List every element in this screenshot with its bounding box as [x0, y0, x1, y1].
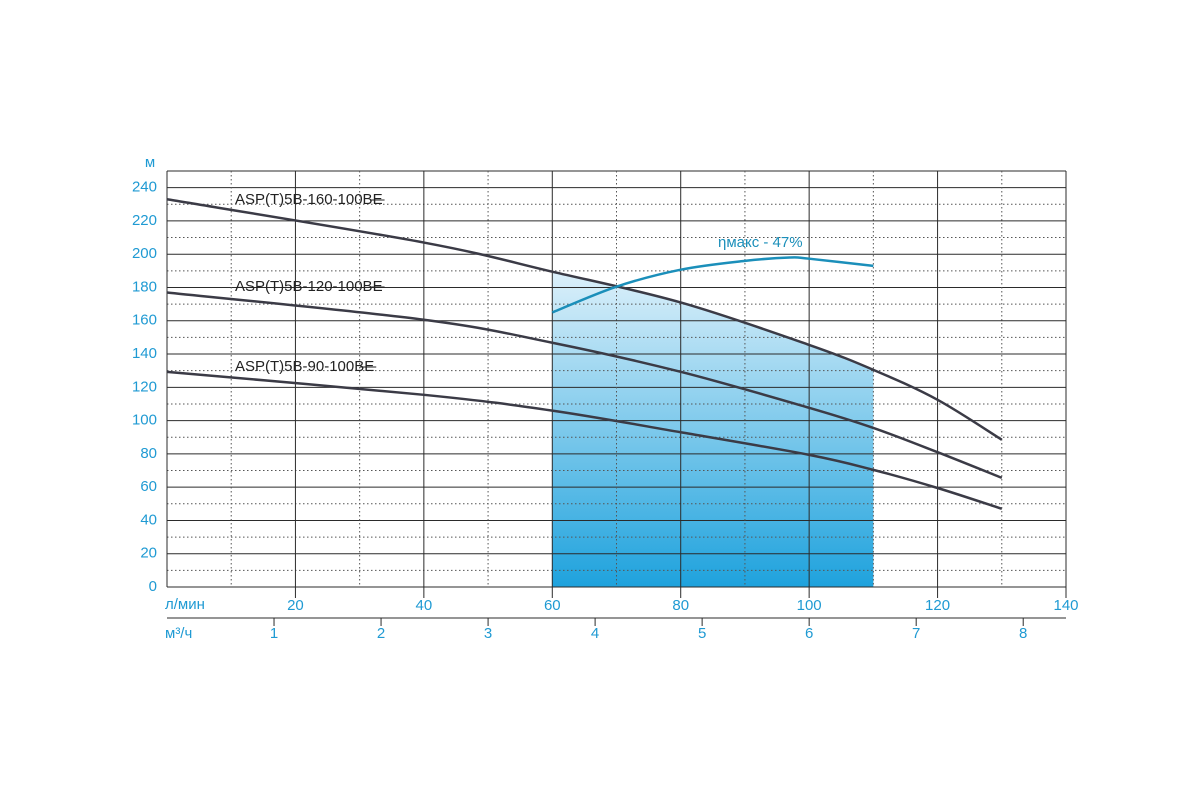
efficiency-annotation: ηмакс - 47%: [718, 234, 803, 251]
y-tick-label: 20: [140, 545, 157, 562]
y-tick-label: 140: [132, 345, 157, 362]
x-tick-label: 80: [672, 597, 689, 614]
x2-tick-label: 6: [805, 625, 813, 642]
x-axis-label: л/мин: [165, 596, 205, 613]
x-tick-label: 20: [287, 597, 304, 614]
y-tick-label: 80: [140, 445, 157, 462]
x2-tick-label: 7: [912, 625, 920, 642]
x2-tick-label: 4: [591, 625, 599, 642]
y-tick-label: 0: [149, 578, 157, 595]
x-tick-label: 40: [416, 597, 433, 614]
y-tick-label: 60: [140, 478, 157, 495]
x-tick-label: 140: [1053, 597, 1078, 614]
x2-tick-label: 1: [270, 625, 278, 642]
curve-label: ASP(T)5B-160-100BE: [235, 191, 383, 208]
x2-tick-label: 8: [1019, 625, 1027, 642]
y-tick-label: 40: [140, 511, 157, 528]
y-tick-label: 240: [132, 179, 157, 196]
y-tick-label: 100: [132, 412, 157, 429]
x-tick-label: 120: [925, 597, 950, 614]
x2-tick-label: 3: [484, 625, 492, 642]
y-axis-label: м: [145, 154, 155, 171]
x-tick-label: 100: [797, 597, 822, 614]
x2-tick-label: 5: [698, 625, 706, 642]
x2-axis-label: м³/ч: [165, 625, 192, 642]
y-tick-label: 160: [132, 312, 157, 329]
y-tick-label: 200: [132, 245, 157, 262]
y-tick-label: 220: [132, 212, 157, 229]
y-tick-label: 120: [132, 378, 157, 395]
operating-range: [552, 271, 874, 587]
x-tick-label: 60: [544, 597, 561, 614]
pump-curve: [166, 370, 1003, 510]
x2-tick-label: 2: [377, 625, 385, 642]
curve-label: ASP(T)5B-90-100BE: [235, 358, 374, 375]
curve-label: ASP(T)5B-120-100BE: [235, 278, 383, 295]
efficiency-curve: [551, 256, 874, 314]
pump-curve: [166, 291, 1003, 480]
y-tick-label: 180: [132, 278, 157, 295]
pump-curve: [166, 198, 1003, 441]
